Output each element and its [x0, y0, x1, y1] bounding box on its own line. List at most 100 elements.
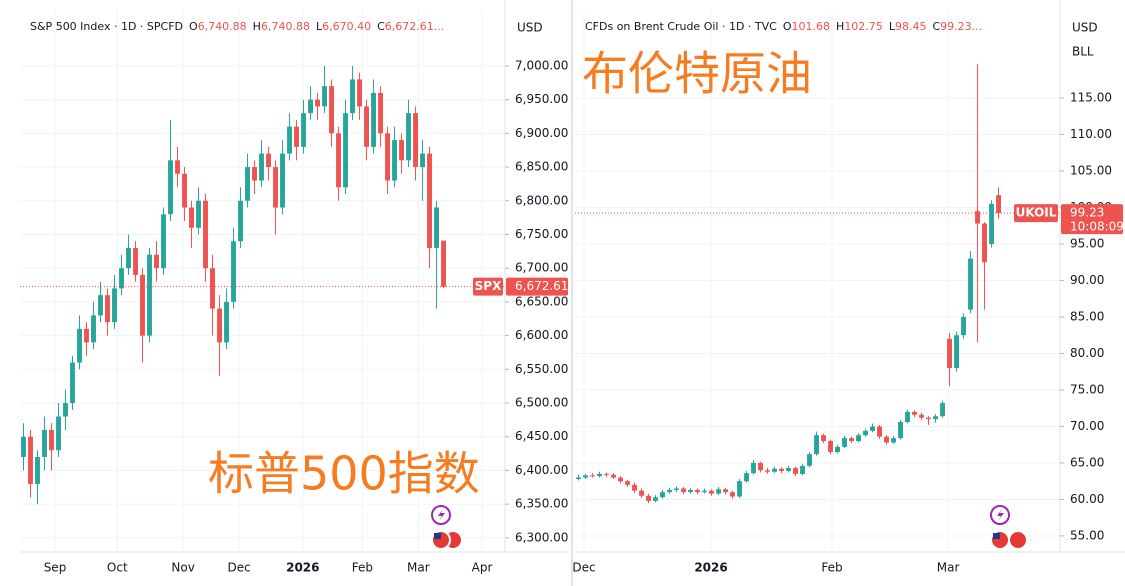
chart-title: 标普500指数: [208, 447, 480, 501]
candle-body: [28, 436, 33, 484]
candle-body: [252, 167, 257, 181]
candle-body: [905, 411, 910, 423]
candle-body: [884, 436, 889, 443]
x-tick-label: Dec: [228, 561, 251, 575]
y-tick-label: 55.00: [1070, 528, 1104, 542]
y-tick-label: 95.00: [1070, 236, 1104, 250]
y-tick-label: 65.00: [1070, 455, 1104, 469]
header-symbol: S&P 500 Index · 1D · SPCFD: [30, 20, 183, 33]
ohlc-value: 6,672.61...: [385, 20, 444, 33]
x-tick-label: Mar: [407, 561, 430, 575]
candle-body: [604, 473, 609, 475]
lightning-bolt: [997, 509, 1004, 521]
candle-body: [821, 435, 826, 442]
ohlc-letter: L: [316, 20, 323, 33]
y-tick-label: 6,350.00: [515, 497, 568, 511]
candle-body: [126, 247, 131, 269]
candle-body: [632, 484, 637, 491]
candle-body: [737, 481, 742, 497]
currency-label: USD: [1072, 21, 1098, 35]
chart-title: 布伦特原油: [582, 47, 812, 101]
candle-body: [210, 268, 215, 309]
candle-body: [744, 473, 749, 482]
y-tick-label: 90.00: [1070, 273, 1104, 287]
candle-body: [709, 490, 714, 494]
candle-body: [77, 328, 82, 363]
candle-body: [91, 315, 96, 343]
candle-body: [856, 435, 861, 442]
candle-body: [975, 211, 980, 224]
candle-body: [688, 489, 693, 493]
y-tick-label: 6,800.00: [515, 193, 568, 207]
candle-body: [98, 295, 103, 316]
candle-body: [618, 477, 623, 482]
chart-header: CFDs on Brent Crude Oil · 1D · TVC O101.6…: [585, 20, 982, 33]
lightning-bolt: [438, 509, 445, 521]
y-tick-label: 6,650.00: [515, 294, 568, 308]
candle-body: [772, 468, 777, 472]
candle-body: [70, 362, 75, 404]
candle-body: [870, 426, 875, 431]
candle-body: [266, 153, 271, 168]
candle-body: [35, 456, 40, 484]
candle-body: [639, 490, 644, 496]
candle-body: [112, 288, 117, 323]
ohlc-letter: H: [253, 20, 261, 33]
y-tick-label: 115.00: [1070, 90, 1112, 104]
candle-body: [989, 203, 994, 244]
candle-body: [730, 492, 735, 497]
candle-body: [168, 160, 173, 215]
y-tick-label: 7,000.00: [515, 58, 568, 72]
candle-body: [919, 414, 924, 418]
candle-body: [786, 468, 791, 471]
candle-body: [583, 475, 588, 478]
candle-body: [674, 488, 679, 490]
x-tick-label: Nov: [171, 561, 194, 575]
candle-body: [399, 140, 404, 161]
candle-body: [779, 468, 784, 471]
lightning-icon: [431, 505, 451, 525]
candle-body: [863, 430, 868, 436]
ohlc-value: 99.23...: [940, 20, 982, 33]
candle-body: [625, 481, 630, 485]
candle-body: [182, 173, 187, 208]
candle-body: [434, 207, 439, 248]
candle-body: [947, 338, 952, 369]
y-tick-label: 105.00: [1070, 163, 1112, 177]
candle-body: [238, 200, 243, 242]
candle-body: [224, 301, 229, 343]
candle-body: [954, 335, 959, 369]
candle-body: [695, 489, 700, 493]
candle-body: [301, 113, 306, 147]
candle-body: [273, 167, 278, 208]
candle-body: [891, 438, 896, 443]
ohlc-letter: H: [836, 20, 844, 33]
x-tick-label: Dec: [572, 561, 595, 575]
candle-body: [814, 435, 819, 455]
candle-body: [140, 274, 145, 336]
candle-body: [392, 140, 397, 181]
candle-body: [441, 240, 446, 287]
candle-body: [56, 416, 61, 451]
candle-body: [63, 403, 68, 417]
flag-canton: [434, 533, 441, 539]
candle-body: [716, 489, 721, 494]
x-tick-label: Oct: [107, 561, 128, 575]
candle-body: [982, 223, 987, 263]
candle-body: [161, 214, 166, 269]
y-tick-label: 6,550.00: [515, 362, 568, 376]
y-tick-label: 85.00: [1070, 309, 1104, 323]
candle-body: [231, 241, 236, 302]
candle-body: [245, 167, 250, 201]
symbol-tag: [1014, 204, 1058, 223]
candle-body: [681, 488, 686, 493]
candle-body: [378, 92, 383, 134]
ohlc-letter: C: [932, 20, 940, 33]
flag-canton: [993, 533, 1000, 539]
candle-body: [793, 468, 798, 474]
candle-body: [800, 465, 805, 474]
price-tag: [1061, 204, 1123, 235]
candle-body: [667, 489, 672, 493]
y-tick-label: 6,750.00: [515, 227, 568, 241]
candle-body: [611, 474, 616, 478]
